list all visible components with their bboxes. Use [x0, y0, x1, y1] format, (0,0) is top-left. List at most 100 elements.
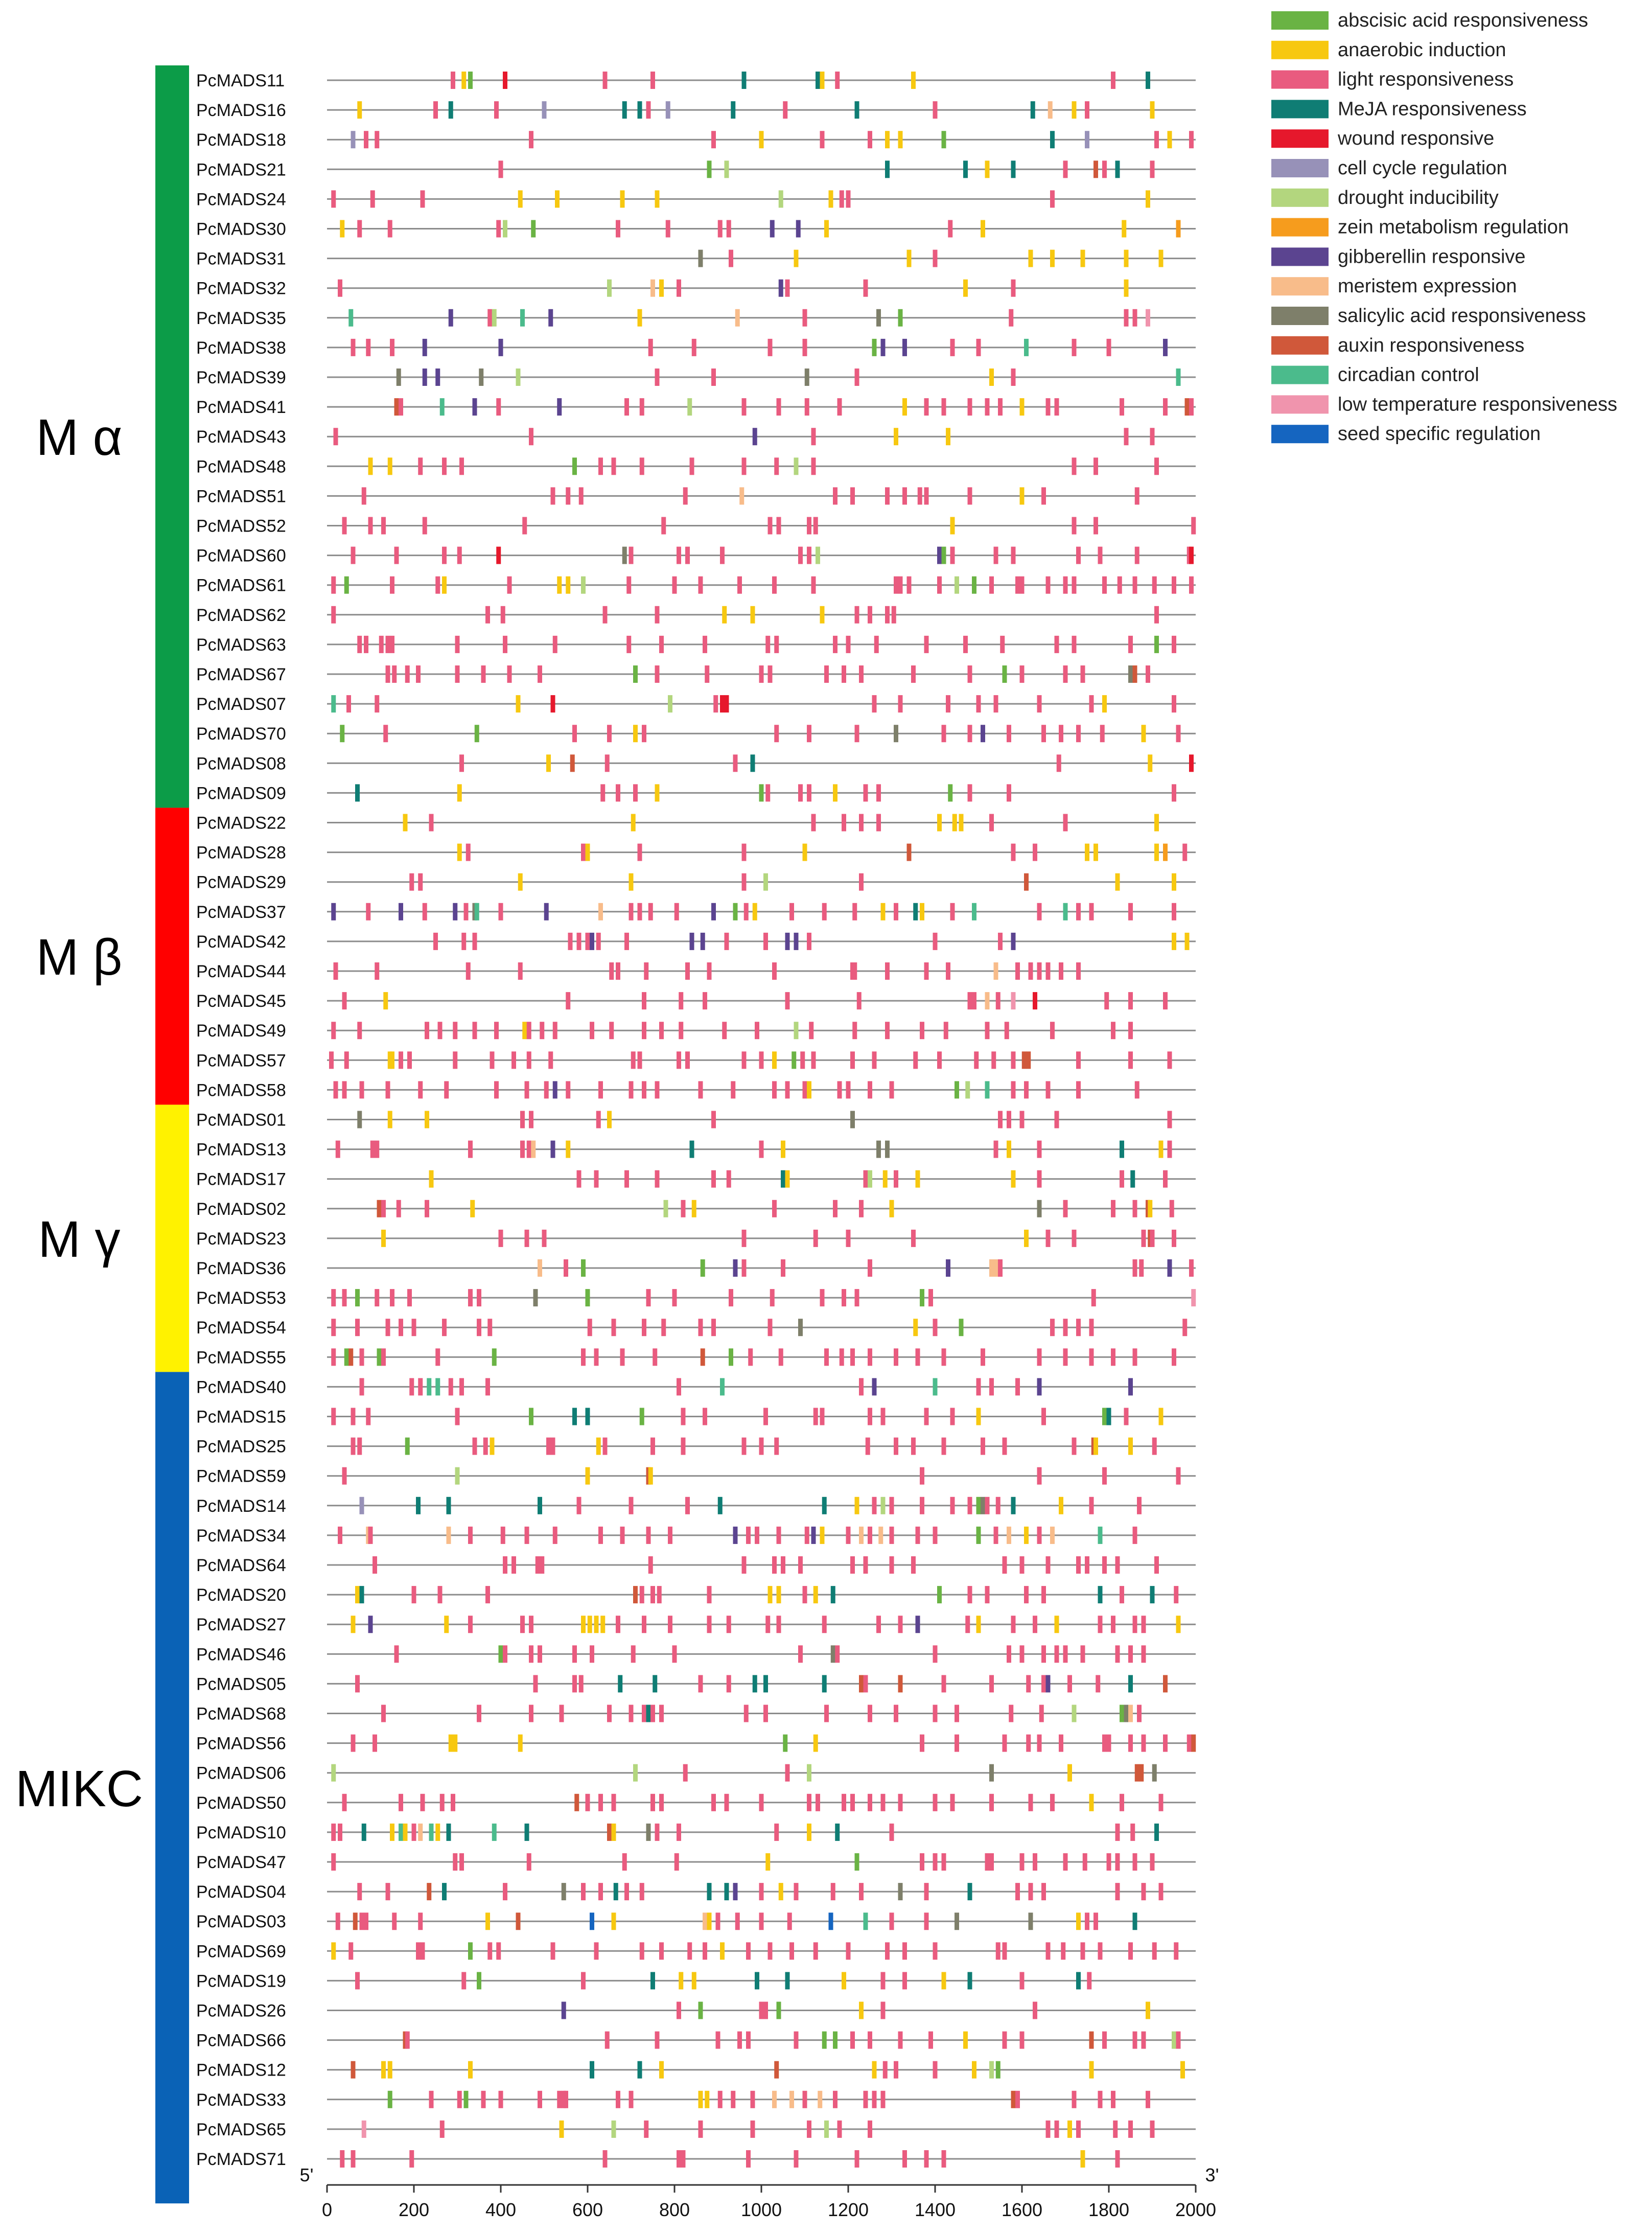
cis-element-mark: [830, 1645, 835, 1663]
cis-element-mark: [880, 903, 886, 920]
cis-element-mark: [468, 72, 473, 89]
cis-element-mark: [1172, 932, 1176, 950]
gene-row: PcMADS34: [196, 1526, 1196, 1546]
cis-element-mark: [468, 1526, 473, 1544]
cis-element-mark: [985, 1496, 990, 1514]
cis-element-mark: [399, 398, 403, 416]
cis-element-mark: [902, 487, 907, 505]
cis-element-mark: [868, 1259, 872, 1277]
cis-element-mark: [1093, 517, 1098, 535]
cis-element-mark: [485, 1913, 490, 1930]
cis-element-mark: [1163, 1734, 1168, 1752]
gene-label: PcMADS19: [196, 1971, 286, 1991]
cis-element-mark: [1146, 2001, 1150, 2019]
cis-element-mark: [967, 665, 972, 683]
cis-element-mark: [985, 398, 990, 416]
cis-element-mark: [933, 932, 938, 950]
cis-element-mark: [1007, 784, 1011, 802]
cis-element-mark: [894, 1348, 898, 1366]
cis-element-mark: [496, 1942, 501, 1960]
cis-element-mark: [767, 1942, 773, 1960]
cis-element-mark: [637, 843, 642, 861]
cis-element-mark: [902, 338, 907, 356]
cis-element-mark: [552, 1526, 557, 1544]
cis-element-mark: [1184, 398, 1190, 416]
cis-element-mark: [885, 1022, 890, 1040]
cis-element-mark: [1150, 1229, 1155, 1247]
gene-label: PcMADS68: [196, 1705, 286, 1724]
cis-element-mark: [913, 1051, 918, 1069]
cis-element-mark: [789, 1942, 794, 1960]
cis-element-mark: [1059, 1496, 1063, 1514]
cis-element-mark: [872, 1496, 877, 1514]
gene-row: PcMADS11: [196, 71, 1196, 90]
cis-element-mark: [765, 1616, 771, 1633]
cis-element-mark: [894, 1705, 898, 1722]
cis-element-mark: [741, 1259, 747, 1277]
gene-label: PcMADS38: [196, 338, 286, 358]
cis-element-mark: [590, 2061, 594, 2079]
cis-element-mark: [429, 814, 434, 832]
cis-element-mark: [965, 1616, 970, 1633]
cis-element-mark: [1163, 398, 1168, 416]
cis-element-mark: [850, 1348, 855, 1366]
gene-label: PcMADS17: [196, 1170, 286, 1189]
cis-element-mark: [381, 2061, 386, 2079]
cis-element-mark: [1080, 665, 1085, 683]
gene-row: PcMADS24: [196, 190, 1196, 209]
cis-element-mark: [342, 1793, 347, 1811]
gene-row: PcMADS22: [196, 814, 1196, 833]
cis-element-mark: [989, 1259, 994, 1277]
gene-label: PcMADS10: [196, 1823, 286, 1843]
cis-element-mark: [468, 1616, 473, 1633]
cis-element-mark: [538, 1496, 542, 1514]
cis-element-mark: [720, 1942, 725, 1960]
cis-element-mark: [885, 487, 890, 505]
cis-element-mark: [824, 665, 829, 683]
cis-element-mark: [839, 190, 844, 208]
cis-element-mark: [650, 1972, 655, 1990]
cis-element-mark: [1152, 1942, 1157, 1960]
cis-element-mark: [783, 1734, 788, 1752]
cis-element-mark: [1134, 1764, 1139, 1782]
cis-element-mark: [967, 1972, 972, 1990]
cis-element-mark: [338, 1823, 342, 1841]
cis-element-mark: [455, 1408, 460, 1425]
axis-tick-label: 1400: [915, 2199, 956, 2220]
cis-element-mark: [340, 220, 345, 238]
legend-label: MeJA responsiveness: [1338, 98, 1527, 120]
cis-element-mark: [576, 1496, 581, 1514]
cis-element-mark: [998, 1111, 1003, 1128]
cis-element-mark: [529, 1616, 533, 1633]
cis-element-mark: [590, 1645, 594, 1663]
cis-element-mark: [604, 754, 610, 772]
cis-element-mark: [950, 1408, 955, 1425]
cis-element-mark: [955, 1705, 959, 1722]
gene-label: PcMADS07: [196, 695, 286, 714]
cis-element-mark: [1098, 1616, 1103, 1633]
cis-element-mark: [715, 2031, 720, 2049]
cis-element-mark: [1072, 457, 1077, 475]
cis-element-mark: [868, 1408, 872, 1425]
cis-element-mark: [1002, 1942, 1007, 1960]
cis-element-mark: [1154, 457, 1159, 475]
cis-element-mark: [331, 1853, 336, 1871]
cis-element-mark: [1076, 2120, 1081, 2138]
cis-element-mark: [985, 1853, 990, 1871]
cis-element-mark: [698, 1319, 703, 1337]
cis-element-mark: [902, 2150, 907, 2168]
cis-element-mark: [490, 1437, 495, 1455]
axis-tick-label: 1600: [1002, 2199, 1042, 2220]
cis-element-mark: [952, 814, 957, 832]
cis-element-mark: [496, 546, 501, 564]
legend-label: auxin responsiveness: [1338, 335, 1524, 356]
axis-end-label: 3': [1205, 2164, 1219, 2185]
cis-element-mark: [411, 1319, 416, 1337]
cis-element-mark: [442, 457, 447, 475]
cis-element-mark: [933, 1378, 938, 1396]
cis-element-mark: [611, 1823, 616, 1841]
cis-element-mark: [807, 1793, 811, 1811]
gene-row: PcMADS65: [196, 2120, 1196, 2139]
cis-element-mark: [731, 1081, 736, 1099]
cis-element-mark: [503, 72, 507, 89]
